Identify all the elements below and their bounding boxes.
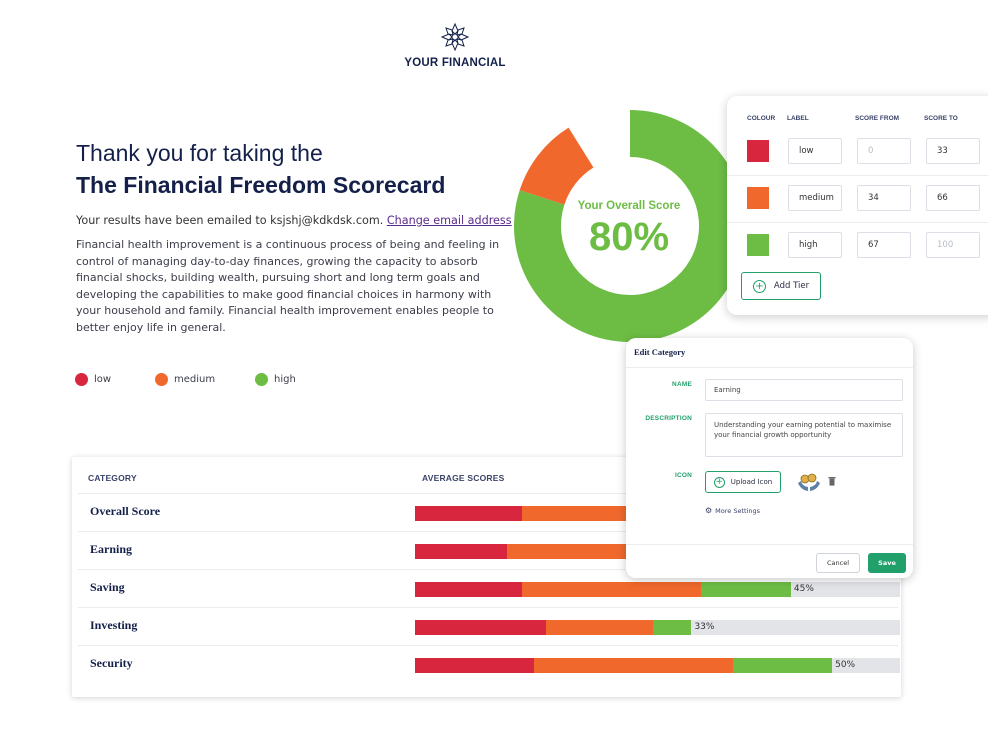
bar-segment-low <box>415 582 522 597</box>
score-percent: 33% <box>694 622 715 632</box>
legend-high: high <box>255 373 296 386</box>
dialog-footer: Cancel Save <box>626 544 913 578</box>
score-bar <box>415 658 900 673</box>
description-field[interactable]: Understanding your earning potential to … <box>705 413 903 457</box>
description-label: DESCRIPTION <box>645 415 692 422</box>
tier-header-from: SCORE FROM <box>855 115 900 122</box>
score-bar <box>415 620 900 635</box>
snowflake-mandala-icon <box>440 22 470 52</box>
trash-icon[interactable] <box>828 476 836 486</box>
bar-segment-medium <box>545 620 653 635</box>
bar-segment-high <box>701 582 791 597</box>
bar-segment-medium <box>533 658 733 673</box>
overall-score-donut: Your Overall Score 80% <box>514 110 746 342</box>
legend-medium: medium <box>155 373 215 386</box>
plus-circle-icon: + <box>713 476 725 488</box>
category-name: Earning <box>90 542 133 556</box>
donut-high-segment <box>514 110 746 342</box>
legend-label: medium <box>174 374 216 385</box>
divider <box>727 175 988 176</box>
intro-description: Financial health improvement is a contin… <box>76 238 500 334</box>
dialog-title: Edit Category <box>634 347 686 357</box>
tier-from-input[interactable]: 67 <box>857 232 911 258</box>
tier-header-label: LABEL <box>787 115 809 122</box>
category-name: Overall Score <box>90 504 161 518</box>
bar-segment-low <box>415 544 508 559</box>
gear-icon: ⚙ <box>705 506 713 515</box>
score-value: 80% <box>589 215 669 259</box>
add-tier-button[interactable]: + Add Tier <box>741 272 821 300</box>
add-tier-label: Add Tier <box>773 281 810 291</box>
change-email-link[interactable]: Change email address <box>386 214 512 227</box>
tier-colour-swatch[interactable] <box>747 187 769 209</box>
bar-segment-medium <box>521 582 702 597</box>
low-dot-icon <box>75 373 88 386</box>
tier-to-input[interactable]: 33 <box>926 138 980 164</box>
brand-name: YOUR FINANCIAL <box>404 57 506 69</box>
divider <box>626 367 913 368</box>
legend-label: high <box>274 374 296 385</box>
icon-label: ICON <box>674 472 692 479</box>
tier-to-input[interactable]: 100 <box>926 232 980 258</box>
upload-icon-button[interactable]: + Upload Icon <box>705 471 781 493</box>
tier-header-to: SCORE TO <box>924 115 958 122</box>
legend-low: low <box>75 373 111 386</box>
page-title: The Financial Freedom Scorecard <box>76 172 446 198</box>
bar-segment-high <box>732 658 833 673</box>
name-label: NAME <box>672 381 692 388</box>
tier-label-input[interactable]: low <box>788 138 842 164</box>
column-header-category: CATEGORY <box>88 473 137 483</box>
plus-circle-icon: + <box>752 279 766 293</box>
intro-section: Thank you for taking the The Financial F… <box>76 138 516 336</box>
tier-to-input[interactable]: 66 <box>926 185 980 211</box>
column-header-scores: AVERAGE SCORES <box>422 473 505 483</box>
category-name: Investing <box>90 618 138 632</box>
high-dot-icon <box>255 373 268 386</box>
tier-colour-swatch[interactable] <box>747 234 769 256</box>
divider <box>727 222 988 223</box>
bar-segment-low <box>415 658 534 673</box>
bar-segment-low <box>415 620 546 635</box>
legend-label: low <box>94 374 112 385</box>
bar-segment-high <box>652 620 692 635</box>
upload-icon-label: Upload Icon <box>730 478 773 486</box>
medium-dot-icon <box>155 373 168 386</box>
email-notice: Your results have been emailed to ksjshj… <box>76 214 516 227</box>
save-button[interactable]: Save <box>868 553 906 573</box>
score-bar <box>415 582 900 597</box>
tier-header-colour: COLOUR <box>747 115 776 122</box>
score-percent: 45% <box>793 584 814 594</box>
tier-from-input[interactable]: 34 <box>857 185 911 211</box>
email-notice-text: Your results have been emailed to ksjshj… <box>76 214 384 227</box>
category-name: Saving <box>90 580 125 594</box>
category-name: Security <box>90 656 133 670</box>
more-settings-label: More Settings <box>715 506 761 515</box>
more-settings-link[interactable]: ⚙ More Settings <box>705 506 760 515</box>
tier-colour-swatch[interactable] <box>747 140 769 162</box>
cancel-button[interactable]: Cancel <box>816 553 860 573</box>
table-row: Investing 33% <box>78 607 900 645</box>
tier-from-input[interactable]: 0 <box>857 138 911 164</box>
edit-category-dialog: Edit Category NAME Earning DESCRIPTION U… <box>626 338 913 578</box>
page-title-line1: Thank you for taking the <box>76 140 323 166</box>
table-row: Security 50% <box>78 645 900 683</box>
tier-label-input[interactable]: medium <box>788 185 842 211</box>
hands-coins-icon <box>798 473 820 491</box>
tier-label-input[interactable]: high <box>788 232 842 258</box>
score-label: Your Overall Score <box>578 200 681 212</box>
brand-header: YOUR FINANCIAL <box>0 22 910 69</box>
score-percent: 50% <box>835 660 856 670</box>
name-field[interactable]: Earning <box>705 379 903 401</box>
table-row: Saving 45% <box>78 569 900 607</box>
bar-segment-low <box>415 506 522 521</box>
score-tiers-panel: COLOUR LABEL SCORE FROM SCORE TO low 0 33 m… <box>727 96 988 315</box>
donut-medium-segment <box>519 127 594 205</box>
